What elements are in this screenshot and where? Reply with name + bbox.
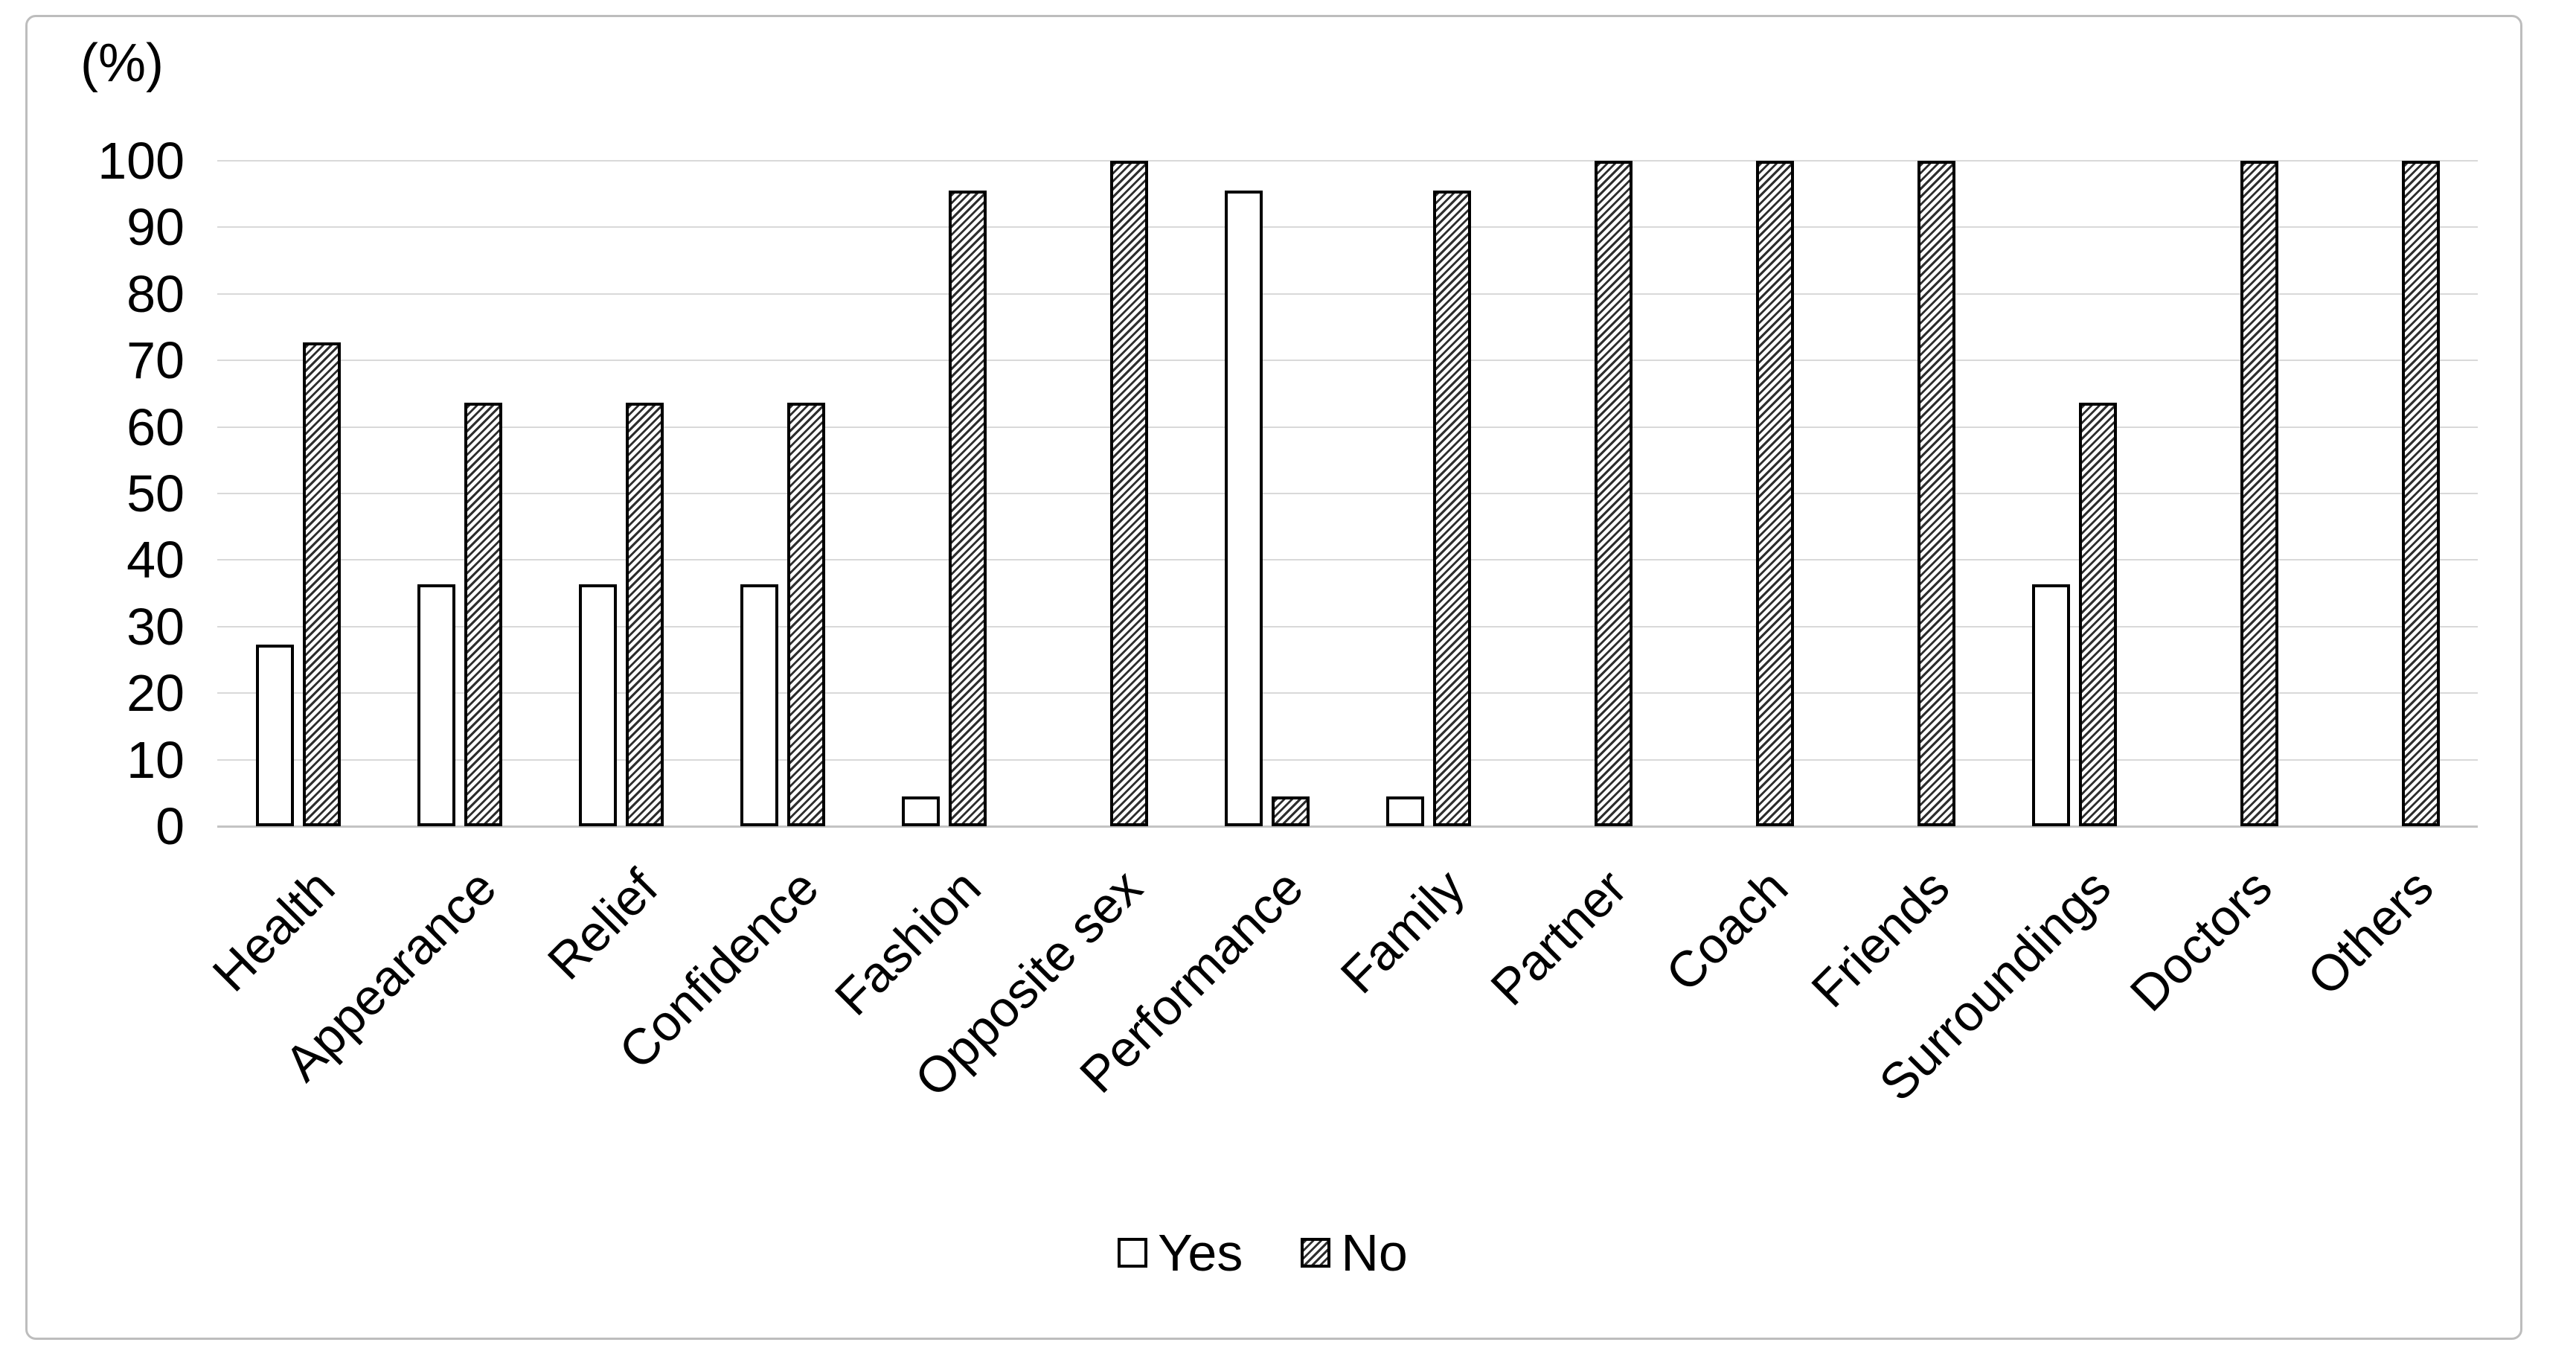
legend: Yes No — [0, 1227, 2551, 1279]
y-tick-label: 50 — [126, 464, 185, 523]
legend-item-yes: Yes — [1118, 1227, 1243, 1279]
bar-yes-relief — [579, 584, 617, 826]
legend-swatch-yes — [1118, 1238, 1148, 1268]
y-tick-label: 100 — [97, 132, 185, 190]
legend-swatch-no — [1301, 1238, 1331, 1268]
gridline — [217, 426, 2478, 428]
gridline — [217, 293, 2478, 295]
bar-no-friends — [1917, 161, 1955, 826]
bar-no-relief — [626, 403, 664, 826]
y-tick-label: 80 — [126, 264, 185, 323]
x-axis-baseline — [217, 825, 2478, 828]
gridline — [217, 226, 2478, 229]
legend-label-no: No — [1341, 1224, 1408, 1282]
bar-no-coach — [1756, 161, 1794, 826]
bar-no-opposite-sex — [1110, 161, 1148, 826]
bar-yes-family — [1386, 796, 1424, 826]
bar-no-confidence — [787, 403, 825, 826]
bar-no-surroundings — [2079, 403, 2117, 826]
bar-no-health — [303, 342, 341, 826]
y-tick-label: 90 — [126, 198, 185, 257]
y-tick-label: 30 — [126, 597, 185, 656]
y-tick-label: 70 — [126, 331, 185, 390]
bar-yes-confidence — [740, 584, 778, 826]
gridline — [217, 559, 2478, 561]
gridline — [217, 758, 2478, 761]
y-tick-label: 20 — [126, 664, 185, 723]
gridline — [217, 493, 2478, 494]
bar-no-doctors — [2240, 161, 2278, 826]
y-tick-label: 40 — [126, 531, 185, 590]
gridline — [217, 692, 2478, 694]
bar-yes-appearance — [417, 584, 455, 826]
y-tick-label: 0 — [156, 797, 185, 855]
gridline — [217, 625, 2478, 627]
bar-yes-health — [256, 645, 294, 826]
legend-item-no: No — [1301, 1224, 1408, 1282]
chart-border-frame — [25, 15, 2522, 1340]
bar-no-family — [1433, 191, 1471, 826]
y-tick-label: 10 — [126, 730, 185, 789]
gridline — [217, 160, 2478, 162]
bar-yes-fashion — [902, 796, 940, 826]
bar-no-partner — [1595, 161, 1633, 826]
bar-no-appearance — [464, 403, 502, 826]
gridline — [217, 360, 2478, 362]
bar-no-others — [2402, 161, 2440, 826]
legend-label-yes: Yes — [1158, 1224, 1243, 1282]
bar-no-performance — [1272, 796, 1310, 826]
y-axis-unit-label: (%) — [80, 33, 164, 93]
y-tick-label: 60 — [126, 397, 185, 456]
bar-yes-performance — [1225, 191, 1263, 826]
bar-no-fashion — [949, 191, 987, 826]
bar-yes-surroundings — [2032, 584, 2070, 826]
